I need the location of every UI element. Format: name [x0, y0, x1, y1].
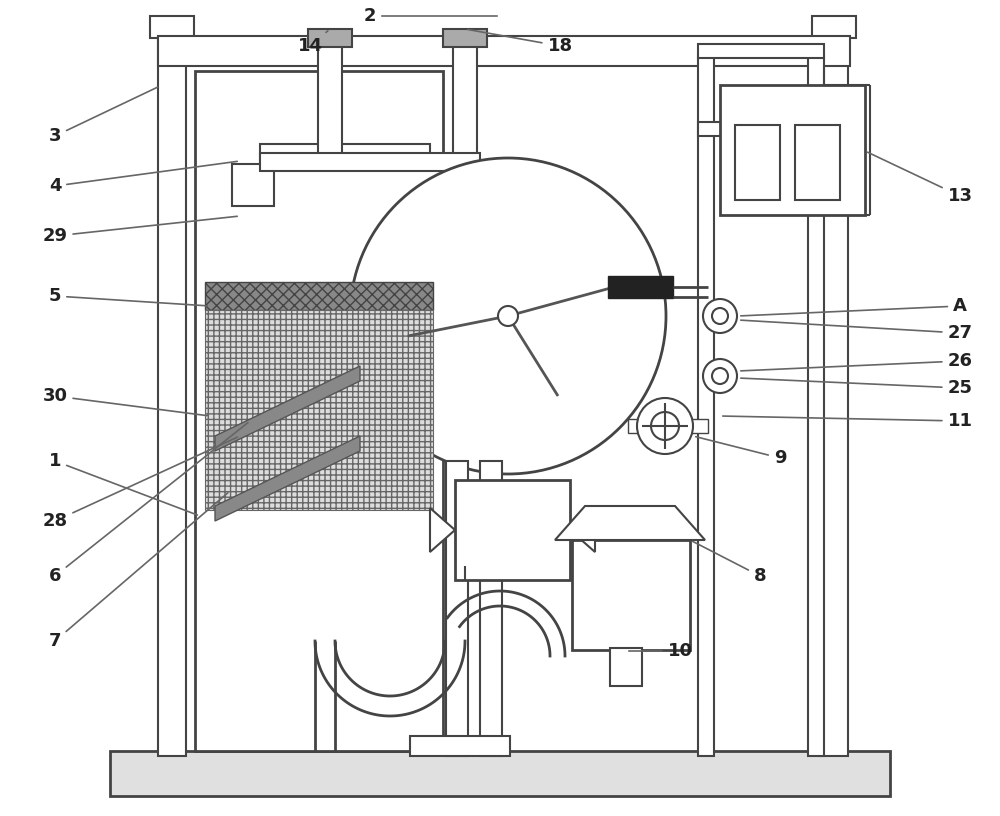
- Circle shape: [703, 359, 737, 393]
- Bar: [260, 153, 480, 171]
- Bar: [698, 122, 824, 136]
- Bar: [205, 282, 433, 310]
- Bar: [260, 144, 430, 166]
- Bar: [446, 461, 468, 756]
- Bar: [110, 751, 890, 796]
- Text: 2: 2: [364, 7, 497, 25]
- Bar: [698, 56, 714, 756]
- Polygon shape: [215, 436, 360, 521]
- Text: 10: 10: [629, 642, 692, 660]
- Text: 30: 30: [42, 387, 207, 415]
- Circle shape: [651, 412, 679, 440]
- Bar: [308, 29, 352, 47]
- Text: 3: 3: [49, 87, 157, 145]
- Polygon shape: [430, 508, 455, 552]
- Text: 11: 11: [723, 412, 972, 430]
- Bar: [720, 85, 865, 215]
- Text: 27: 27: [741, 320, 972, 342]
- Circle shape: [498, 306, 518, 326]
- Circle shape: [703, 299, 737, 333]
- Bar: [572, 540, 690, 650]
- Bar: [610, 648, 642, 686]
- Text: 1: 1: [49, 452, 197, 515]
- Text: 4: 4: [49, 162, 237, 195]
- Bar: [808, 56, 824, 756]
- Bar: [735, 125, 780, 200]
- Bar: [410, 736, 510, 756]
- Bar: [232, 164, 274, 206]
- Bar: [795, 125, 840, 200]
- Text: 13: 13: [868, 153, 972, 205]
- Bar: [318, 45, 342, 155]
- Bar: [698, 44, 824, 58]
- Text: A: A: [741, 297, 967, 316]
- Bar: [150, 16, 194, 38]
- Text: 18: 18: [468, 29, 573, 55]
- Bar: [608, 276, 673, 298]
- Bar: [205, 310, 433, 510]
- Polygon shape: [570, 508, 595, 552]
- Circle shape: [712, 308, 728, 324]
- Text: 7: 7: [49, 493, 228, 650]
- Bar: [455, 480, 570, 580]
- Text: 29: 29: [42, 216, 237, 245]
- Text: 6: 6: [49, 423, 248, 585]
- Text: 5: 5: [49, 287, 207, 306]
- Text: 25: 25: [741, 378, 972, 397]
- Text: 8: 8: [692, 541, 766, 585]
- Bar: [628, 419, 708, 433]
- Bar: [812, 16, 856, 38]
- Text: 14: 14: [298, 31, 328, 55]
- Bar: [195, 71, 443, 751]
- Bar: [820, 36, 848, 756]
- Bar: [158, 36, 186, 756]
- Circle shape: [637, 398, 693, 454]
- Polygon shape: [215, 366, 360, 451]
- Polygon shape: [555, 506, 705, 540]
- Text: 26: 26: [741, 352, 972, 371]
- Circle shape: [712, 368, 728, 384]
- Bar: [158, 36, 850, 66]
- Bar: [480, 461, 502, 756]
- Text: 9: 9: [696, 437, 786, 467]
- Circle shape: [350, 158, 666, 474]
- Text: 28: 28: [42, 437, 237, 530]
- Bar: [453, 45, 477, 155]
- Bar: [443, 29, 487, 47]
